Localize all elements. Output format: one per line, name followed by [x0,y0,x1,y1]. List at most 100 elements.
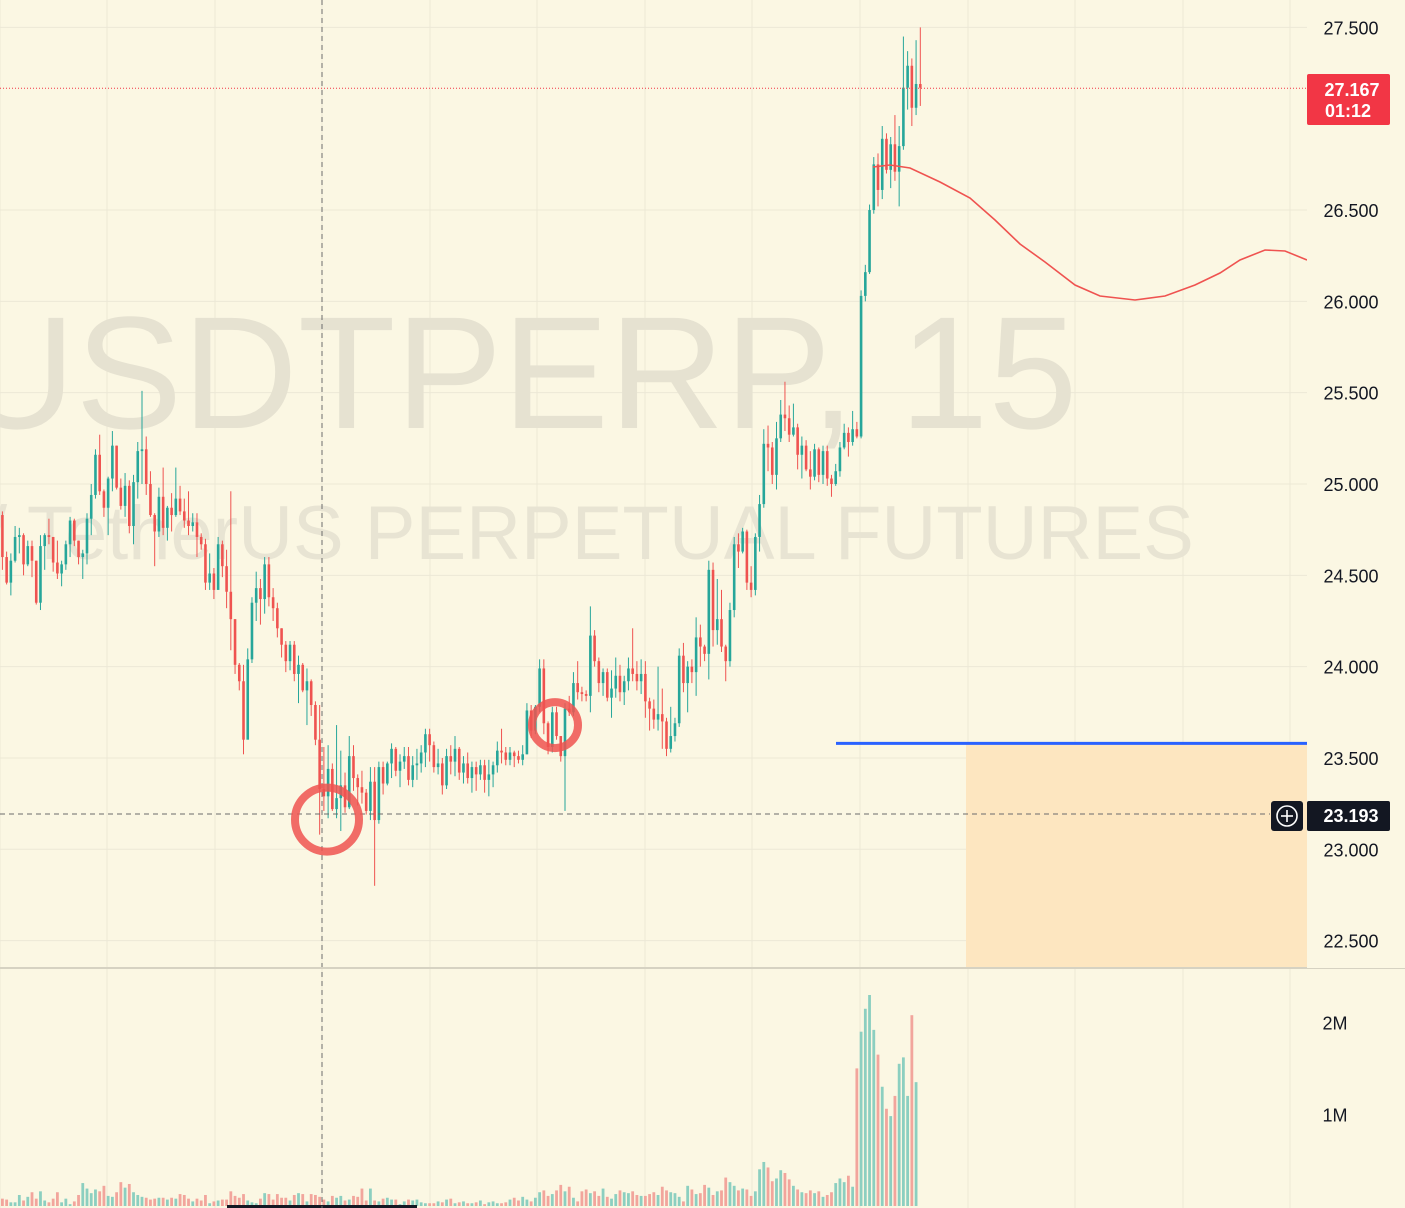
price-axis-tick: 23.500 [1323,749,1378,769]
candle-body [153,515,156,532]
candle-body [449,756,453,762]
volume-bar [34,1198,38,1206]
volume-bar [698,1193,702,1206]
candle-body [140,449,144,452]
candle-body [783,414,787,419]
candle-body [648,701,651,709]
volume-bar [377,1201,381,1206]
volume-bar [703,1184,706,1206]
candle-body [669,736,673,749]
candle-body [68,520,72,545]
volume-bar [132,1192,135,1206]
candle-body [174,498,178,516]
candle-body [686,666,689,684]
volume-bar [157,1197,161,1206]
candle-body [919,84,922,88]
volume-bar [178,1194,182,1206]
volume-bar [876,1054,880,1206]
volume-bar [635,1194,639,1206]
volume-bar [885,1108,888,1206]
volume-bar [424,1203,427,1206]
volume-bar [770,1181,774,1206]
crosshair-price-bg [1307,801,1390,831]
candle-body [512,752,516,757]
candle-body [555,712,558,737]
candle-body [411,765,415,780]
volume-bar [309,1194,313,1206]
candle-body [724,646,728,662]
volume-bar [43,1200,47,1206]
candle-body [352,756,355,779]
candle-body [601,672,605,684]
candle-body [309,681,313,705]
candle-body [521,754,524,760]
volume-bar [17,1194,21,1206]
candle-body [605,672,609,698]
candle-body [703,646,706,654]
volume-bar [787,1179,791,1206]
candle-body [250,602,254,660]
volume-bar [22,1200,25,1206]
candle-body [326,768,330,797]
candle-body [322,789,326,797]
volume-bar [233,1195,237,1206]
volume-bar [588,1193,592,1206]
volume-bar [106,1195,110,1206]
volume-bar [407,1199,410,1206]
volume-bar [580,1191,584,1206]
volume-axis[interactable]: 2M 1M [1322,1014,1347,1126]
candle-body [745,531,749,583]
candle-body [136,451,140,483]
volume-bar [872,1029,876,1206]
volume-bar [330,1195,334,1206]
candle-body [199,536,203,545]
volume-bar [280,1197,283,1206]
volume-bar [673,1193,677,1206]
volume-bar [546,1195,550,1206]
volume-bar [204,1194,207,1206]
volume-bar [715,1191,719,1206]
volume-bar [631,1191,635,1206]
volume-bar [550,1194,554,1206]
volume-bar [191,1201,195,1206]
volume-bar [504,1202,508,1206]
candle-body [30,546,34,561]
volume-bar [220,1199,224,1206]
volume-bar [605,1196,609,1206]
candle-body [775,438,778,475]
candle-body [792,427,795,435]
candle-body [470,767,474,779]
volume-bar [576,1201,580,1206]
plus-circle-icon-ring [1276,805,1298,827]
volume-bar [440,1202,444,1206]
volume-bar [897,1063,901,1206]
volume-bar [800,1192,804,1206]
volume-bar [627,1193,630,1206]
candle-body [758,504,761,537]
volume-bar [804,1193,808,1206]
candle-body [699,637,702,647]
candle-body [428,734,431,746]
candle-body [216,544,220,590]
volume-bar [284,1197,288,1206]
candle-body [297,664,300,674]
volume-bar [665,1190,668,1206]
candle-body [34,560,38,603]
volume-bar [26,1196,30,1206]
candle-body [51,536,55,563]
volume-axis-tick: 2M [1322,1014,1347,1034]
volume-bar [783,1172,787,1206]
volume-bar [753,1191,757,1206]
candle-body [43,535,46,547]
candle-body [377,767,381,821]
volume-bar [373,1200,377,1206]
volume-bar [254,1203,258,1206]
candle-body [821,451,825,475]
candle-body [111,445,114,479]
volume-bar [275,1194,279,1206]
price-axis-tick: 24.500 [1323,566,1378,586]
bar-countdown: 01:12 [1325,101,1371,121]
volume-bar [402,1201,406,1206]
